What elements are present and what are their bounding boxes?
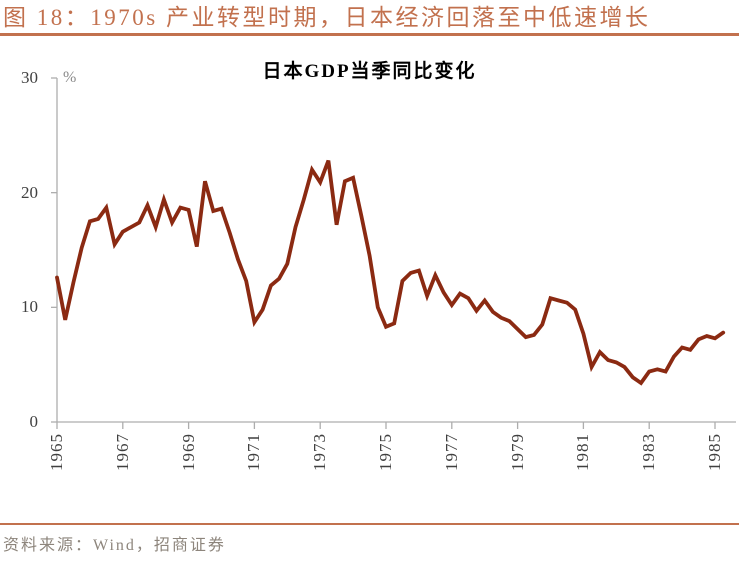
y-tick-label: 0	[29, 412, 39, 431]
x-tick-label: 1975	[376, 433, 395, 471]
axes-group	[51, 77, 736, 429]
x-tick-label: 1969	[178, 433, 198, 471]
x-tick-label: 1985	[705, 433, 724, 471]
x-tick-label: 1967	[112, 433, 132, 471]
figure-title: 图 18：1970s 产业转型时期，日本经济回落至中低速增长	[3, 5, 651, 30]
x-tick-label: 1973	[310, 433, 330, 471]
x-tick-label: 1981	[573, 433, 593, 471]
y-axis-unit-label: %	[63, 69, 77, 86]
x-tick-label: 1965	[47, 433, 66, 471]
footer-rule	[0, 523, 739, 525]
gdp-line-series	[55, 159, 726, 386]
x-tick-label: 1977	[441, 433, 461, 471]
y-tick-label: 30	[21, 68, 38, 87]
x-tick-label: 1983	[639, 433, 659, 471]
y-tick-label: 20	[21, 182, 38, 202]
x-tick-label: 1971	[244, 433, 264, 471]
source-text: 资料来源：Wind，招商证券	[3, 537, 226, 554]
y-tick-label: 10	[21, 297, 38, 317]
x-tick-label: 1979	[507, 433, 527, 471]
figure-header: 图 18：1970s 产业转型时期，日本经济回落至中低速增长	[0, 0, 739, 34]
header-rule	[0, 33, 739, 36]
chart-title: 日本GDP当季同比变化	[262, 61, 477, 82]
